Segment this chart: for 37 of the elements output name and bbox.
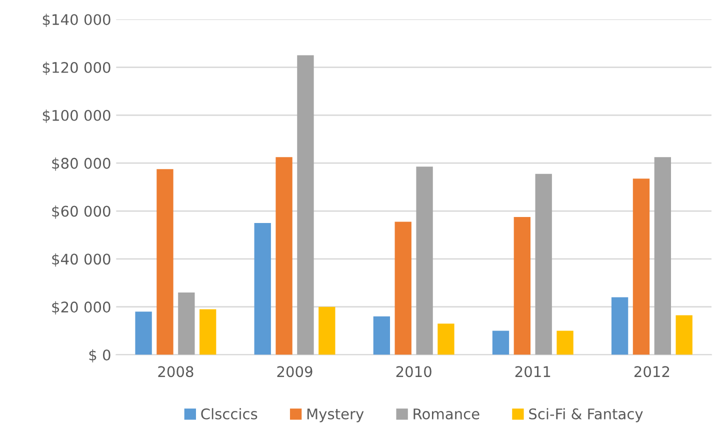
bar <box>135 312 152 355</box>
y-tick-label: $60 000 <box>52 205 110 219</box>
x-tick-label: 2008 <box>158 366 194 378</box>
bar <box>318 306 336 355</box>
bar <box>200 309 216 355</box>
y-tick-label: $80 000 <box>52 158 110 171</box>
y-tick-label: $20 000 <box>52 301 110 315</box>
bar <box>394 222 412 355</box>
bar <box>276 157 292 355</box>
legend-label: Romance <box>414 408 480 420</box>
bar <box>514 216 531 355</box>
y-tick-label: $40 000 <box>52 253 110 267</box>
x-tick-label: 2012 <box>634 366 670 378</box>
bar <box>676 315 692 355</box>
bar <box>535 174 552 355</box>
bar <box>611 297 628 355</box>
bar <box>373 316 390 355</box>
legend-label: Mystery <box>307 408 364 422</box>
y-tick-label: $140 000 <box>42 14 110 28</box>
bar <box>438 324 454 355</box>
x-tick-label: 2011 <box>515 366 550 378</box>
x-tick-label: 2010 <box>396 366 432 378</box>
bar <box>632 178 650 355</box>
legend-label: Clsccics <box>201 408 258 420</box>
bar <box>156 169 174 355</box>
bar <box>297 55 314 355</box>
y-tick-label: $100 000 <box>42 110 110 123</box>
x-tick-label: 2009 <box>277 366 312 378</box>
bar <box>556 330 574 355</box>
y-tick-label: $120 000 <box>42 62 110 75</box>
bar <box>178 292 195 355</box>
legend-label: Sci-Fi & Fantacy <box>529 408 643 422</box>
bar <box>416 166 433 355</box>
y-tick-label: $ 0 <box>89 349 110 362</box>
bar <box>254 222 271 355</box>
bar <box>654 157 671 355</box>
bar <box>492 330 510 355</box>
